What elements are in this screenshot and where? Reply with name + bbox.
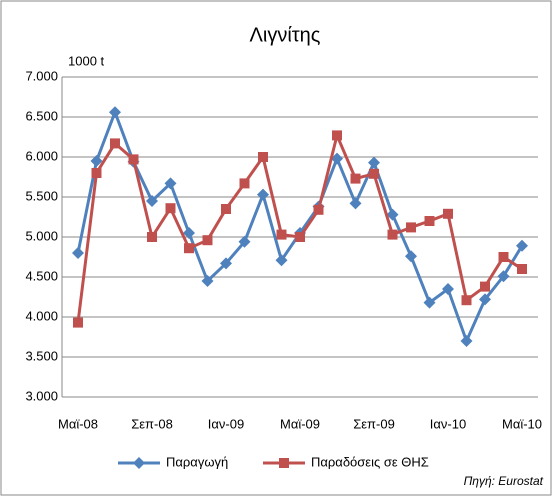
point <box>405 250 417 263</box>
point <box>461 295 472 306</box>
point <box>406 222 416 233</box>
legend-label: Παραδόσεις σε ΘΗΣ <box>311 454 429 469</box>
point <box>221 204 231 214</box>
point <box>460 335 473 347</box>
point <box>110 138 120 149</box>
point <box>239 178 250 189</box>
y-tick-label: 5.000 <box>25 228 58 243</box>
point <box>350 173 361 184</box>
point <box>423 296 436 309</box>
point <box>498 252 509 262</box>
point <box>90 155 103 167</box>
y-axis-label: 1000 t <box>68 53 105 68</box>
point <box>258 152 268 162</box>
point <box>238 235 251 248</box>
point <box>220 257 232 270</box>
point <box>146 195 158 207</box>
x-tick-label: Μαϊ-10 <box>502 416 542 431</box>
y-tick-label: 7.000 <box>25 68 58 83</box>
chart-title: Λιγνίτης <box>250 24 321 46</box>
point <box>91 168 102 178</box>
point <box>386 208 399 221</box>
point <box>275 254 288 267</box>
x-tick-label: Σεπ-08 <box>131 416 173 431</box>
x-tick-label: Ιαν-09 <box>208 416 244 431</box>
point <box>332 130 342 141</box>
point <box>480 281 490 292</box>
point <box>424 216 435 226</box>
point <box>368 156 380 169</box>
x-tick-label: Μαϊ-09 <box>280 416 320 431</box>
y-tick-label: 3.500 <box>25 348 58 363</box>
point <box>201 275 214 287</box>
point <box>183 227 195 239</box>
source: Πηγή: Eurostat <box>464 474 544 488</box>
point <box>164 177 177 190</box>
point <box>128 154 139 165</box>
y-tick-label: 4.000 <box>25 308 58 323</box>
point <box>331 152 343 165</box>
point <box>72 247 84 259</box>
x-tick-label: Σεπ-09 <box>353 416 395 431</box>
point <box>443 208 453 219</box>
x-tick-label: Ιαν-10 <box>430 416 466 431</box>
point <box>479 293 491 306</box>
point <box>349 197 362 210</box>
point <box>295 232 305 242</box>
legend-label: Παραγωγή <box>166 454 228 469</box>
y-tick-label: 6.500 <box>25 108 58 123</box>
point <box>276 229 287 240</box>
y-tick-label: 5.500 <box>25 188 58 203</box>
point <box>442 283 454 295</box>
y-tick-label: 6.000 <box>25 148 58 163</box>
point <box>184 243 194 254</box>
point <box>313 204 324 215</box>
x-tick-label: Μαϊ-08 <box>58 416 98 431</box>
point <box>369 168 379 179</box>
point <box>202 235 213 246</box>
point <box>516 239 528 252</box>
point <box>73 317 83 328</box>
legend-marker <box>279 458 289 468</box>
point <box>147 232 157 242</box>
y-tick-label: 3.000 <box>25 388 58 403</box>
legend-marker <box>133 457 145 469</box>
point <box>165 203 176 214</box>
point <box>517 264 527 274</box>
point <box>497 270 510 283</box>
point <box>387 229 398 240</box>
point <box>257 188 269 201</box>
y-tick-label: 4.500 <box>25 268 58 283</box>
point <box>109 106 121 119</box>
